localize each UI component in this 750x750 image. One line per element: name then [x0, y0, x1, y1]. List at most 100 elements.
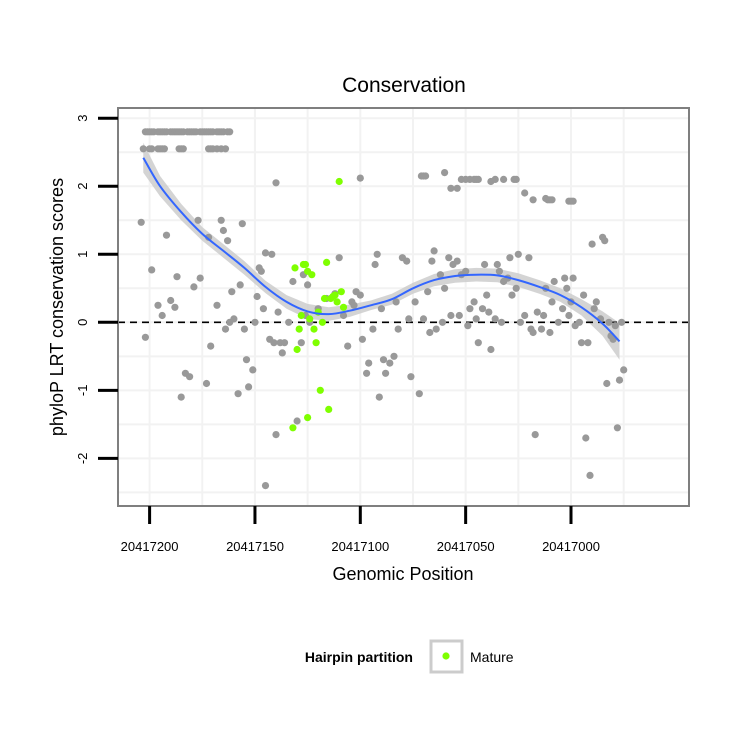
mature-point: [325, 405, 333, 413]
data-point: [615, 376, 624, 384]
mature-point: [297, 311, 305, 320]
data-point: [577, 339, 586, 347]
data-point: [405, 315, 413, 323]
data-point: [497, 318, 506, 326]
data-point: [586, 471, 594, 479]
data-point: [259, 305, 267, 313]
data-point: [441, 169, 449, 177]
data-point: [272, 179, 280, 187]
data-point: [447, 311, 455, 320]
data-point: [472, 315, 480, 323]
data-point: [285, 318, 293, 326]
data-point: [605, 318, 613, 326]
data-point: [521, 311, 529, 320]
legend-label-mature: Mature: [470, 649, 514, 665]
data-point: [167, 296, 175, 305]
data-point: [253, 292, 261, 301]
data-point: [550, 277, 558, 286]
x-axis-label: Genomic Position: [332, 564, 473, 584]
panel-border: [117, 107, 690, 507]
data-point: [365, 359, 373, 367]
data-point: [356, 291, 364, 299]
mature-point: [318, 318, 326, 326]
mature-point: [312, 339, 320, 347]
data-point: [213, 301, 221, 309]
legend-title: Hairpin partition: [305, 649, 413, 665]
data-point: [483, 291, 491, 299]
data-point: [371, 260, 379, 269]
mature-point: [323, 258, 331, 266]
data-point: [491, 315, 499, 323]
data-point: [403, 257, 411, 265]
data-point: [495, 267, 503, 275]
data-point: [575, 318, 584, 326]
data-point: [500, 175, 508, 183]
y-tick-label: 0: [75, 319, 90, 326]
data-point: [261, 249, 270, 257]
data-point: [470, 298, 478, 306]
data-point: [546, 328, 554, 337]
data-point: [257, 267, 265, 275]
data-point: [190, 283, 198, 291]
data-point: [358, 335, 366, 343]
data-point: [430, 247, 438, 255]
data-point: [561, 274, 569, 282]
data-point: [603, 379, 611, 388]
data-point: [415, 390, 423, 398]
data-point: [386, 359, 394, 367]
data-point: [194, 216, 202, 224]
mature-point: [333, 298, 341, 306]
x-tick-label: 20417150: [226, 539, 284, 554]
data-point: [514, 250, 522, 258]
data-point: [531, 431, 539, 439]
y-tick-label: -2: [75, 453, 90, 465]
data-point: [369, 325, 377, 333]
points-layer: [137, 128, 628, 490]
data-point: [363, 369, 371, 377]
data-point: [466, 305, 474, 313]
data-point: [160, 145, 168, 153]
data-point: [584, 339, 592, 347]
data-point: [474, 175, 482, 183]
data-point: [540, 311, 548, 320]
data-point: [249, 366, 257, 374]
data-point: [148, 266, 156, 274]
data-point: [613, 424, 622, 432]
data-point: [272, 431, 280, 439]
data-point: [221, 325, 230, 333]
y-axis-ticks: -2 -1 0 1 2 3: [75, 115, 118, 465]
data-point: [236, 281, 244, 289]
data-point: [426, 328, 434, 337]
data-point: [171, 303, 179, 311]
data-point: [356, 174, 364, 182]
data-point: [268, 250, 276, 258]
data-point: [485, 308, 493, 316]
x-tick-label: 20417000: [542, 539, 600, 554]
data-point: [179, 145, 187, 153]
data-point: [205, 233, 213, 241]
data-point: [464, 322, 472, 330]
data-point: [177, 393, 185, 401]
data-point: [618, 318, 626, 326]
data-point: [569, 197, 577, 205]
data-point: [335, 254, 343, 262]
y-tick-label: -1: [75, 385, 90, 397]
data-point: [424, 288, 432, 296]
data-point: [390, 352, 398, 360]
data-point: [196, 274, 204, 282]
x-tick-label: 20417050: [437, 539, 495, 554]
data-point: [280, 339, 289, 347]
data-point: [173, 273, 181, 281]
data-point: [493, 260, 501, 269]
data-point: [251, 318, 259, 326]
data-point: [529, 196, 537, 204]
data-point: [293, 417, 301, 425]
legend-key-box: [429, 639, 464, 674]
data-point: [548, 298, 556, 306]
data-point: [344, 342, 352, 350]
data-point: [590, 305, 598, 313]
data-point: [297, 339, 305, 347]
data-point: [601, 237, 609, 245]
data-point: [202, 379, 211, 388]
